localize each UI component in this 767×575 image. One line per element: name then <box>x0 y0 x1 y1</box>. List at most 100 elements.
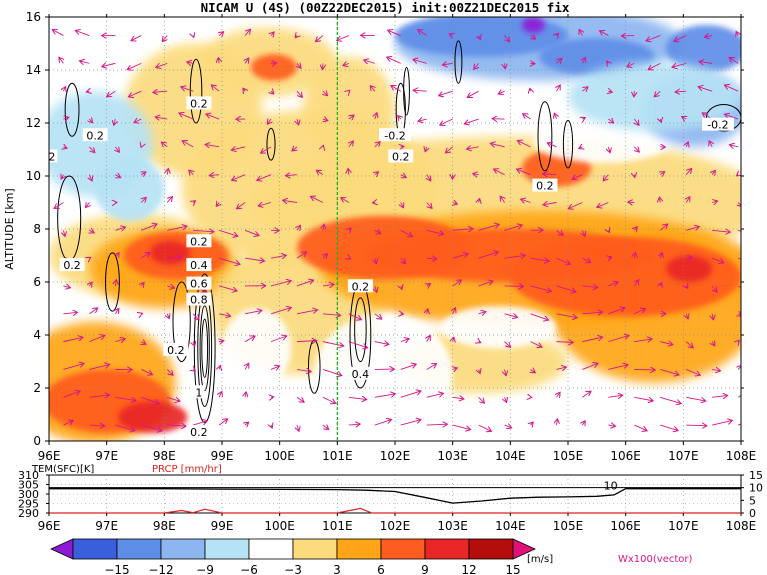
x-tick-label: 98E <box>153 449 176 463</box>
wind-shading <box>49 17 741 441</box>
contour-label: 0.2 <box>86 129 104 142</box>
legend-label: 12 <box>461 563 476 575</box>
y-tick-label: 10 <box>26 169 41 183</box>
right-tick-label: 5 <box>749 494 756 507</box>
y-tick-label: 8 <box>33 222 41 236</box>
contour-label: 2 <box>48 150 55 163</box>
legend-label: 3 <box>333 563 341 575</box>
legend-label: −6 <box>240 563 258 575</box>
x-tick-label: 102E <box>380 449 411 463</box>
surface-x-tick-label: 99E <box>211 519 234 533</box>
contour-label: -0.2 <box>707 119 728 132</box>
surface-x-tick-label: 103E <box>437 519 468 533</box>
x-tick-label: 105E <box>553 449 584 463</box>
x-tick-label: 100E <box>264 449 295 463</box>
contour-label: 0.2 <box>190 426 208 439</box>
y-tick-label: 16 <box>26 10 41 24</box>
legend-box <box>292 538 338 560</box>
contour-label: 0.2 <box>392 150 410 163</box>
contour-label: 0.4 <box>352 368 370 381</box>
surface-x-tick-label: 106E <box>610 519 641 533</box>
x-tick-label: 101E <box>322 449 353 463</box>
surface-x-tick-label: 100E <box>264 519 295 533</box>
left-tick-label: 305 <box>18 479 39 492</box>
legend-label: 6 <box>377 563 385 575</box>
right-tick-label: 10 <box>749 482 763 495</box>
y-tick-label: 12 <box>26 116 41 130</box>
left-tick-label: 290 <box>18 507 39 520</box>
legend-box <box>116 538 162 560</box>
legend-box <box>336 538 382 560</box>
surface-x-tick-label: 96E <box>38 519 61 533</box>
contour-labels: 0.2 2 0.2 0.2 0.2 0.4 0.6 0.8 0.2 1 0.2 0.2 0.4 -0.2 0… <box>48 96 734 439</box>
surface-x-tick-label: 108E <box>726 519 757 533</box>
contour-label: 0.2 <box>190 97 208 110</box>
legend-box <box>424 538 470 560</box>
x-tick-label: 104E <box>495 449 526 463</box>
legend-box <box>380 538 426 560</box>
surface-grid <box>49 475 741 513</box>
series-label-precipitation: PRCP [mm/hr] <box>152 464 222 475</box>
y-axis-label: ALTITUDE [km] <box>3 188 16 269</box>
contour-label: 0.8 <box>190 294 208 307</box>
left-tick-label: 295 <box>18 498 39 511</box>
contour-label: 0.2 <box>536 180 554 193</box>
x-tick-label: 106E <box>610 449 641 463</box>
right-tick-label: 15 <box>749 469 763 482</box>
contour-label: 1 <box>195 386 202 399</box>
contour-label: 0.6 <box>190 278 208 291</box>
left-tick-label: 310 <box>18 469 39 482</box>
surface-x-tick-label: 102E <box>380 519 411 533</box>
wind-vectors <box>52 29 741 431</box>
chart-title: NICAM U (4S) (00Z22DEC2015) init:00Z21DE… <box>201 0 570 15</box>
legend-label: −15 <box>104 563 129 575</box>
contour-label: 0.2 <box>63 259 81 272</box>
surface-x-tick-label: 105E <box>553 519 584 533</box>
y-tick-label: 0 <box>33 434 41 448</box>
legend-box <box>160 538 206 560</box>
precipitation-line <box>49 507 741 514</box>
surface-x-tick-label: 97E <box>95 519 118 533</box>
y-tick-label: 14 <box>26 63 41 77</box>
left-tick-label: 300 <box>18 488 39 501</box>
x-tick-label: 96E <box>38 449 61 463</box>
legend-label: −12 <box>148 563 173 575</box>
contour-label: -0.2 <box>384 129 405 142</box>
contour-label: 0.2 <box>190 235 208 248</box>
temperature-line <box>49 488 741 504</box>
x-tick-label: 103E <box>437 449 468 463</box>
legend-box <box>204 538 250 560</box>
legend-left-arrow <box>50 538 74 560</box>
vertical-wind-contours <box>57 40 741 423</box>
x-tick-label: 97E <box>95 449 118 463</box>
legend-right-arrow <box>512 538 536 560</box>
legend-label: −3 <box>284 563 302 575</box>
contour-label: 0.4 <box>190 259 208 272</box>
y-tick-label: 6 <box>33 275 41 289</box>
x-tick-label: 107E <box>668 449 699 463</box>
y-tick-label: 4 <box>33 328 41 342</box>
legend-box <box>468 538 514 560</box>
legend-label: −9 <box>196 563 214 575</box>
vector-legend-label: Wx100(vector) <box>618 554 693 565</box>
main-plot-panel: 0.2 2 0.2 0.2 0.2 0.4 0.6 0.8 0.2 1 0.2 0.2 0.4 -0.2 0… <box>3 10 757 463</box>
legend-unit: [m/s] <box>527 554 553 565</box>
reference-label-10: 10 <box>604 480 618 493</box>
legend-box <box>72 538 118 560</box>
contour-label: 0.2 <box>352 280 370 293</box>
right-tick-label: 0 <box>749 507 756 520</box>
legend-box <box>248 538 294 560</box>
surface-x-tick-label: 101E <box>322 519 353 533</box>
surface-x-tick-label: 104E <box>495 519 526 533</box>
surface-x-tick-label: 107E <box>668 519 699 533</box>
surface-axis-ticks: 96E 97E 98E 99E 100E 101E 102E 103E 104E 105E 106E… <box>18 469 763 533</box>
x-tick-label: 108E <box>726 449 757 463</box>
y-tick-label: 2 <box>33 381 41 395</box>
series-label-temperature: TEM(SFC)[K] <box>31 464 94 475</box>
legend-label: 9 <box>421 563 429 575</box>
color-legend: −15 −12 −9 −6 −3 3 6 9 12 15 <box>50 538 536 575</box>
surface-x-tick-label: 98E <box>153 519 176 533</box>
legend-label: 15 <box>505 563 520 575</box>
x-tick-label: 99E <box>211 449 234 463</box>
